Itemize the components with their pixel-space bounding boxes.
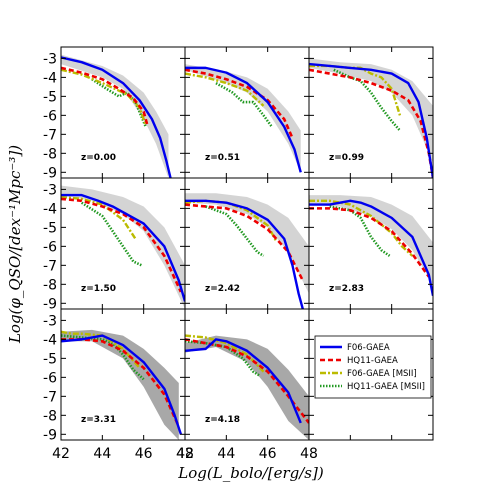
panel-4: z=2.42	[184, 177, 310, 310]
legend-label-f06: F06-GAEA	[347, 343, 390, 353]
panel-0: z=0.00	[60, 46, 186, 179]
y-tick-label: -5	[43, 89, 57, 105]
y-tick-label: -9	[43, 296, 57, 312]
y-tick-label: -6	[43, 108, 57, 124]
y-tick-label: -4	[43, 70, 57, 86]
panel-frame	[184, 46, 310, 179]
legend: F06-GAEA HQ11-GAEA F06-GAEA [MSII] HQ11-GAE…	[314, 335, 432, 399]
series-hq11	[61, 66, 150, 128]
panel-2: z=0.99	[308, 46, 434, 179]
series-f06m	[185, 334, 265, 373]
y-tick-label: -9	[43, 427, 57, 443]
y-tick-label: -6	[43, 239, 57, 255]
x-tick-label: 44	[93, 446, 111, 462]
y-tick-label: -9	[43, 165, 57, 181]
series-f06	[185, 338, 302, 424]
x-tick-label: 48	[176, 446, 194, 462]
series-f06	[309, 62, 433, 178]
series-f06	[61, 193, 185, 302]
y-tick-label: -6	[43, 370, 57, 386]
uncertainty-band	[185, 335, 309, 440]
series-f06m	[61, 330, 141, 369]
y-tick-label: -3	[43, 51, 57, 67]
x-tick-label: 46	[135, 446, 153, 462]
panel-5: z=2.83	[308, 177, 434, 310]
uncertainty-band	[185, 193, 309, 294]
y-tick-label: -5	[43, 351, 57, 367]
redshift-label: z=0.00	[81, 153, 116, 163]
y-tick-label: -4	[43, 332, 57, 348]
uncertainty-band	[61, 185, 185, 309]
series-f06m	[185, 72, 265, 107]
y-tick-label: -3	[43, 182, 57, 198]
series-f06	[61, 334, 183, 435]
y-tick-label: -7	[43, 389, 57, 405]
x-tick-label: 46	[259, 446, 277, 462]
uncertainty-band	[61, 329, 179, 440]
redshift-label: z=1.50	[81, 284, 116, 294]
series-f06	[185, 66, 302, 173]
series-hq11m	[185, 339, 261, 377]
y-tick-label: -8	[43, 146, 57, 162]
series-hq11	[309, 207, 430, 278]
series-hq11	[185, 203, 304, 282]
uncertainty-band	[309, 58, 433, 163]
series-hq11m	[215, 81, 273, 128]
series-hq11	[61, 197, 183, 293]
series-hq11	[185, 338, 309, 424]
y-tick-label: -7	[43, 258, 57, 274]
panel-7: z=4.18	[184, 308, 310, 441]
legend-label-hq11: HQ11-GAEA	[347, 356, 398, 366]
legend-label-hq11m: HQ11-GAEA [MSII]	[347, 382, 425, 392]
uncertainty-band	[61, 54, 169, 178]
series-f06	[185, 199, 304, 309]
tick-labels: -3-4-5-6-7-8-9-3-4-5-6-7-8-9-3-4-5-6-7-8…	[43, 51, 318, 462]
y-tick-label: -8	[43, 408, 57, 424]
x-axis-title: Log(L_bolo/[erg/s])	[177, 464, 324, 482]
y-tick-label: -8	[43, 277, 57, 293]
x-tick-label: 44	[217, 446, 235, 462]
redshift-label: z=2.42	[205, 284, 240, 294]
series-f06m	[309, 199, 414, 257]
uncertainty-band	[309, 195, 433, 285]
y-tick-label: -7	[43, 127, 57, 143]
y-tick-label: -4	[43, 201, 57, 217]
series-hq11	[309, 68, 433, 178]
redshift-label: z=0.51	[205, 153, 240, 163]
y-tick-label: -5	[43, 220, 57, 236]
y-axis-title: Log(φ_QSO/[dex⁻¹Mpc⁻³])	[6, 145, 24, 344]
legend-label-f06m: F06-GAEA [MSII]	[347, 369, 417, 379]
series-hq11	[185, 68, 294, 139]
series-f06	[309, 199, 433, 296]
series-f06m	[61, 195, 137, 240]
series-f06	[61, 56, 172, 178]
redshift-label: z=3.31	[81, 415, 116, 425]
y-tick-label: -3	[43, 313, 57, 329]
panel-1: z=0.51	[184, 46, 310, 179]
panel-3: z=1.50	[60, 177, 186, 310]
x-tick-label: 42	[52, 446, 70, 462]
panel-grid: z=0.00 z=0.51 z=0.99 z=1.50 z=2.42 z=2.83 z=3.…	[60, 46, 434, 441]
panel-frame	[308, 308, 434, 441]
series-hq11m	[80, 201, 143, 267]
redshift-label: z=2.83	[329, 284, 364, 294]
redshift-label: z=4.18	[205, 415, 240, 425]
series-hq11m	[205, 205, 265, 257]
x-tick-label: 48	[300, 446, 318, 462]
redshift-label: z=0.99	[329, 153, 364, 163]
panel-6: z=3.31	[60, 308, 186, 441]
x-tick-label: 42	[176, 446, 194, 462]
